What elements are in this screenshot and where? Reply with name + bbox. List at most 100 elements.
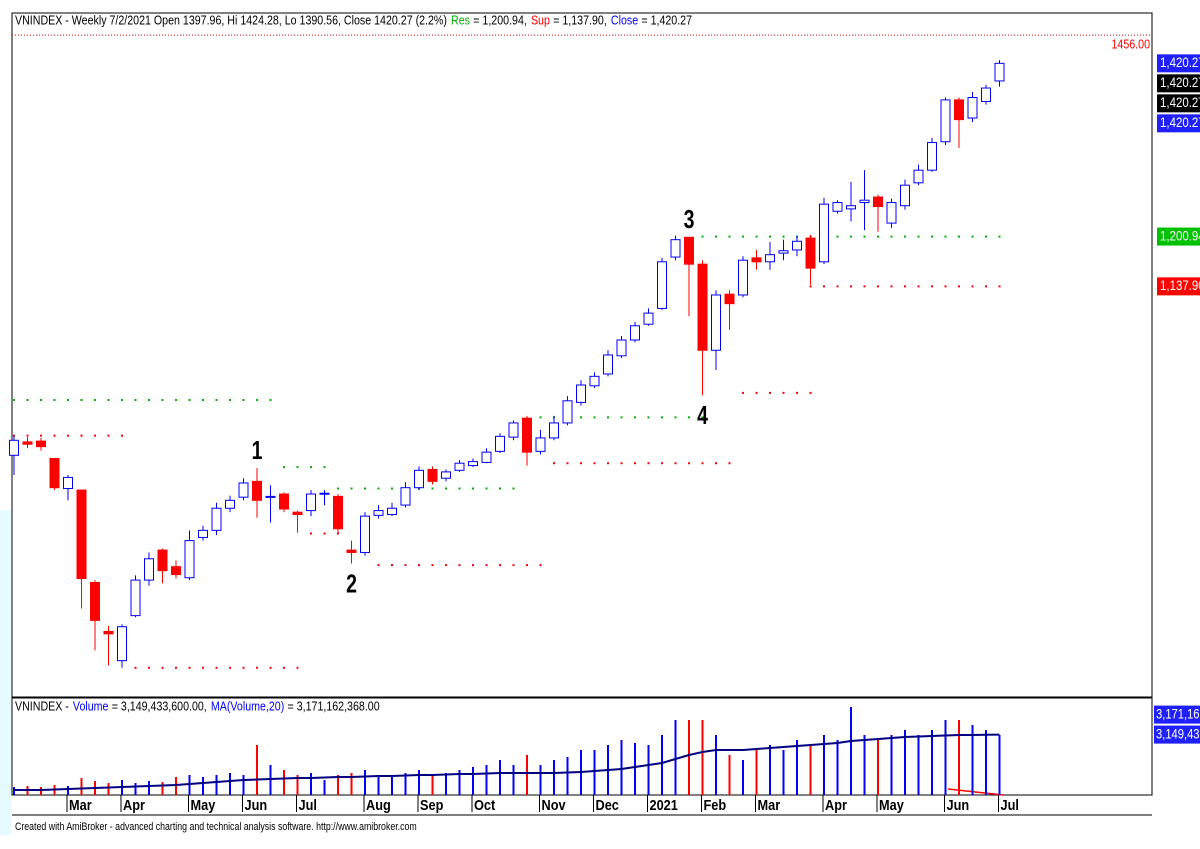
candle-body xyxy=(49,457,60,489)
candle-body xyxy=(792,240,802,251)
candle-body xyxy=(549,422,559,439)
volume-title-group: VNINDEX - Volume = 3,149,433,600.00, MA(Vol… xyxy=(15,698,380,713)
candle-body xyxy=(333,495,343,530)
price-label: 1,420.27 xyxy=(1160,94,1200,110)
candle-body xyxy=(319,492,330,495)
price-label: 1,420.27 xyxy=(1160,114,1200,130)
candle-body xyxy=(697,263,708,351)
candle-body xyxy=(913,169,924,184)
candle-body xyxy=(603,354,613,375)
volume-label-box xyxy=(1154,705,1200,724)
x-tick-label: Dec xyxy=(596,796,620,813)
indicator-value: = 1,420.27 xyxy=(641,12,692,27)
x-tick-label-group: Jul xyxy=(1001,796,1019,813)
annotation-group: 3 xyxy=(684,204,695,233)
x-tick-label-group: Jun xyxy=(245,796,268,813)
candle-body xyxy=(495,435,505,452)
candle-body xyxy=(967,97,978,119)
volume-title: VNINDEX - Volume = 3,149,433,600.00, MA(Vol… xyxy=(15,698,380,713)
candle-body xyxy=(9,439,19,456)
annotation: 3 xyxy=(684,204,695,233)
candle-body xyxy=(400,487,411,506)
candle-body xyxy=(22,441,33,445)
candle-body xyxy=(508,422,519,438)
price-label: 1,137.90 xyxy=(1160,277,1200,293)
candle-body xyxy=(927,142,937,171)
x-tick-label-group: 2021 xyxy=(650,796,679,813)
candle-body xyxy=(832,202,843,212)
candle-body xyxy=(765,254,775,263)
price-label-group: 1,420.27 xyxy=(1160,94,1200,110)
indicator-name: Sup xyxy=(531,12,550,27)
candle-body xyxy=(454,462,465,471)
legend-value: = 3,171,162,368.00 xyxy=(288,698,380,713)
x-tick-label-group: Mar xyxy=(758,796,781,813)
candle-body xyxy=(225,499,235,509)
price-label-group: 1,420.27 xyxy=(1160,54,1200,70)
x-tick-label-group: May xyxy=(879,796,904,813)
x-tick-label-group: Aug xyxy=(366,796,391,813)
candle-body xyxy=(117,626,127,662)
candle-body xyxy=(265,495,276,498)
x-tick-label-group: Nov xyxy=(542,796,566,813)
annotation: 2 xyxy=(346,569,357,598)
price-label-group: 1,200.94 xyxy=(1160,227,1200,243)
candle-body xyxy=(535,437,546,452)
side-strip xyxy=(0,510,11,835)
candle-body xyxy=(427,469,438,482)
price-label-box xyxy=(1157,114,1200,133)
x-tick-label-group: Jun xyxy=(947,796,970,813)
candle-body xyxy=(684,236,694,265)
candle-body xyxy=(198,529,208,538)
candle-body xyxy=(36,440,46,448)
candle-body xyxy=(954,99,964,121)
title-group: VNINDEX - Weekly 7/2/2021 Open 1397.96, … xyxy=(15,12,692,27)
price-label-box xyxy=(1157,54,1200,73)
x-tick-label-group: Apr xyxy=(825,796,847,813)
legend-value: = 3,149,433,600.00, xyxy=(112,698,207,713)
plot-layer: 1456.00 Mar Apr May Jun Jul Aug Sep Oct Nov Dec 202… xyxy=(9,34,1200,813)
price-label-box xyxy=(1157,277,1200,296)
x-tick-label: Jun xyxy=(947,796,970,813)
candle-body xyxy=(900,184,910,207)
price-label-box xyxy=(1157,94,1200,113)
candle-body xyxy=(103,630,114,635)
price-panel xyxy=(11,12,1153,698)
candle-body xyxy=(859,199,870,204)
x-tick-label: Apr xyxy=(825,796,847,813)
x-tick-label: Feb xyxy=(704,796,727,813)
volume-title-text: VNINDEX - xyxy=(15,698,69,713)
candle-body xyxy=(711,294,721,351)
top-line-label-group: 1456.00 xyxy=(1111,37,1150,52)
candle-body xyxy=(805,237,816,269)
candle-body xyxy=(130,579,141,617)
x-tick-label: Jun xyxy=(245,796,268,813)
candle-body xyxy=(144,558,154,581)
candle-body xyxy=(589,375,600,387)
volume-label: 3,149,433,600 xyxy=(1156,726,1200,741)
indicator-name: Res xyxy=(451,12,470,27)
annotation: 4 xyxy=(697,400,708,429)
candle-body xyxy=(211,507,222,531)
candle-body xyxy=(387,507,397,516)
legend-name: MA(Volume,20) xyxy=(211,698,284,713)
x-tick-label: Aug xyxy=(366,796,391,813)
x-tick-label: Apr xyxy=(123,796,145,813)
candle-body xyxy=(238,482,249,498)
annotation-group: 2 xyxy=(346,569,357,598)
candle-body xyxy=(724,293,735,305)
price-label: 1,420.27 xyxy=(1160,74,1200,90)
price-label-group: 1,137.90 xyxy=(1160,277,1200,293)
candle-body xyxy=(90,581,100,621)
legend-name: Volume xyxy=(73,698,109,713)
volume-label-group: 3,149,433,600 xyxy=(1156,726,1200,741)
footer-group: Created with AmiBroker - advanced charti… xyxy=(15,821,417,833)
x-tick-label: Oct xyxy=(474,796,496,813)
candle-body xyxy=(346,549,357,553)
indicator-value: = 1,137.90, xyxy=(553,12,607,27)
x-tick-label-group: Oct xyxy=(474,796,496,813)
candle-body xyxy=(576,384,586,403)
price-label: 1,420.27 xyxy=(1160,54,1200,70)
x-tick-label: Nov xyxy=(542,796,566,813)
